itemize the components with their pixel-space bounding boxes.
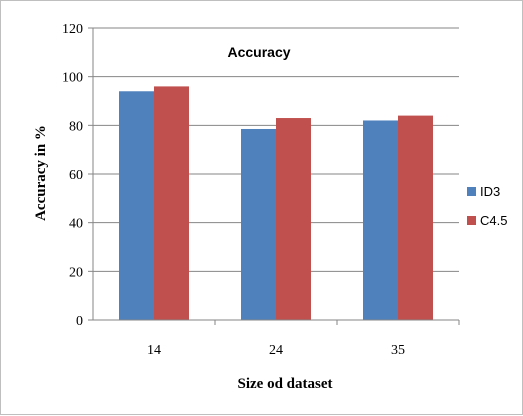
y-tick-label: 60 [69, 168, 83, 183]
bar-c4-5-14 [154, 86, 189, 321]
bar-id3-24 [241, 128, 276, 320]
bars [119, 86, 433, 321]
y-tick-label: 20 [69, 265, 83, 280]
bar-c4-5-24 [276, 118, 311, 321]
legend-swatch [467, 216, 476, 225]
bar-id3-35 [363, 120, 398, 320]
y-tick-label: 40 [69, 217, 83, 232]
y-tick-label: 80 [69, 119, 83, 134]
legend-swatch [467, 187, 476, 196]
bar-c4-5-35 [398, 115, 433, 320]
legend-label: ID3 [480, 184, 500, 199]
bar-id3-14 [119, 91, 154, 321]
y-tick-label: 100 [62, 71, 83, 86]
legend: ID3 C4.5 [467, 184, 507, 228]
y-axis-label: Accuracy in % [33, 125, 49, 221]
legend-label: C4.5 [480, 213, 507, 228]
x-tick-label: 14 [147, 343, 161, 358]
x-tick-label: 24 [269, 343, 283, 358]
y-tick-label: 120 [62, 22, 83, 37]
x-tick-label: 35 [391, 343, 405, 358]
axes: 0 20 40 60 80 100 120 14 24 35 [62, 22, 460, 358]
x-axis-label: Size od dataset [238, 376, 333, 392]
y-tick-label: 0 [76, 314, 83, 329]
chart-title: Accuracy [227, 44, 290, 60]
